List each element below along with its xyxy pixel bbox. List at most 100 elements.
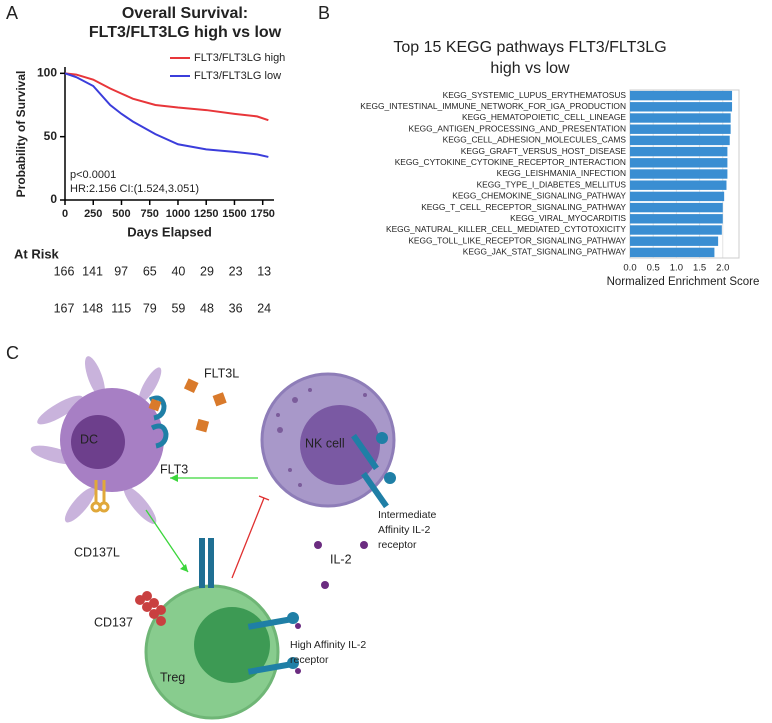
bar <box>630 236 719 246</box>
y-tick-label: KEGG_ANTIGEN_PROCESSING_AND_PRESENTATION <box>409 123 627 133</box>
at-risk-count: 148 <box>82 301 103 315</box>
label: IL-2 <box>330 552 352 566</box>
y-tick-label: KEGG_TYPE_I_DIABETES_MELLITUS <box>477 179 627 189</box>
label: CD137 <box>94 615 133 629</box>
at-risk-count: 59 <box>171 301 185 315</box>
x-tick-label: 1000 <box>166 208 190 220</box>
label: NK cell <box>305 436 345 450</box>
y-axis-label: Probability of Survival <box>14 71 28 198</box>
il2-receptor-intermediate <box>351 432 396 509</box>
bar <box>630 191 725 202</box>
diagram: FLT3L DC FLT3 CD137L NK cell IL-2 CD137 … <box>30 356 437 720</box>
bar <box>630 214 723 224</box>
survival-curve <box>64 72 269 122</box>
x-tick-label: 1250 <box>194 208 218 220</box>
y-tick-label: KEGG_T_CELL_RECEPTOR_SIGNALING_PATHWAY <box>421 202 626 212</box>
il2-bound <box>295 623 301 674</box>
x-axis-label: Normalized Enrichment Score <box>607 276 760 288</box>
at-risk-count: 48 <box>200 301 214 315</box>
y-tick-label: KEGG_SYSTEMIC_LUPUS_ERYTHEMATOSUS <box>443 90 627 100</box>
at-risk-count: 97 <box>114 264 128 278</box>
label: DC <box>80 432 98 446</box>
bar <box>630 113 731 123</box>
panel-letter: A <box>6 3 18 23</box>
chart-title: Top 15 KEGG pathways FLT3/FLT3LG <box>393 39 666 56</box>
x-axis-label: Days Elapsed <box>127 224 212 239</box>
at-risk-count: 13 <box>257 264 271 278</box>
tcr <box>199 538 214 588</box>
label: Affinity IL-2 <box>378 524 430 536</box>
at-risk-count: 166 <box>54 264 75 278</box>
cd137l-receptor <box>90 480 110 513</box>
y-tick-label: KEGG_LEISHMANIA_INFECTION <box>497 168 626 178</box>
nk-granules <box>276 388 367 487</box>
nk-nucleus <box>300 405 380 485</box>
at-risk-count: 65 <box>143 264 157 278</box>
dc-cell <box>30 356 162 524</box>
at-risk-count: 23 <box>229 264 243 278</box>
label: receptor <box>378 539 417 551</box>
x-tick-label: 0.5 <box>647 263 660 274</box>
x-tick-label: 1750 <box>250 208 274 220</box>
survival-curve <box>64 72 269 158</box>
il2-receptor-high <box>247 612 299 675</box>
at-risk-count: 36 <box>229 301 243 315</box>
bar <box>630 158 728 168</box>
bar <box>630 225 722 235</box>
flt3l-ligand <box>148 378 227 433</box>
x-tick-label: 0 <box>62 208 68 220</box>
annotation: p<0.0001 <box>70 169 116 181</box>
bar <box>630 146 728 157</box>
bar <box>630 202 723 213</box>
panel-letter: C <box>6 343 19 363</box>
at-risk-count: 24 <box>257 301 271 315</box>
at-risk-count: 79 <box>143 301 157 315</box>
label: FLT3 <box>160 462 188 476</box>
y-tick-label: KEGG_GRAFT_VERSUS_HOST_DISEASE <box>461 146 627 156</box>
y-tick-label: KEGG_JAK_STAT_SIGNALING_PATHWAY <box>463 247 627 257</box>
at-risk-count: 40 <box>171 264 185 278</box>
inhibition <box>231 497 265 579</box>
cd137-receptor <box>135 591 166 626</box>
x-tick-label: 1.5 <box>693 263 706 274</box>
bar <box>630 124 731 134</box>
label: CD137L <box>74 545 120 559</box>
y-tick-label: KEGG_INTESTINAL_IMMUNE_NETWORK_FOR_IGA_P… <box>360 101 626 111</box>
x-tick-label: 2.0 <box>716 263 729 274</box>
arrow <box>145 509 189 573</box>
x-tick-label: 1.0 <box>670 263 683 274</box>
y-tick-label: KEGG_VIRAL_MYOCARDITIS <box>510 213 626 223</box>
x-tick-label: 250 <box>84 208 102 220</box>
y-tick-label: 0 <box>50 192 57 206</box>
y-tick-label: 50 <box>44 129 58 143</box>
at-risk-title: At Risk <box>14 246 60 261</box>
bar <box>630 135 730 146</box>
chart-title: Overall Survival: <box>122 5 248 22</box>
y-tick-label: KEGG_NATURAL_KILLER_CELL_MEDIATED_CYTOTO… <box>386 224 626 234</box>
chart-title: FLT3/FLT3LG high vs low <box>89 24 282 41</box>
arrowhead <box>170 474 178 482</box>
x-tick-label: 500 <box>112 208 130 220</box>
flt3-receptor <box>148 395 169 449</box>
bar <box>630 169 728 179</box>
legend-label: FLT3/FLT3LG low <box>194 70 281 82</box>
at-risk-count: 141 <box>82 264 103 278</box>
x-tick-label: 0.0 <box>623 263 636 274</box>
at-risk-count: 167 <box>54 301 75 315</box>
label: High Affinity IL-2 <box>290 639 366 651</box>
inhibition-bar <box>258 495 270 501</box>
chart-title: high vs low <box>490 60 570 77</box>
x-tick-label: 1500 <box>222 208 246 220</box>
y-tick-label: KEGG_TOLL_LIKE_RECEPTOR_SIGNALING_PATHWA… <box>408 235 626 245</box>
x-tick-label: 750 <box>141 208 159 220</box>
bar <box>630 180 727 190</box>
label: Treg <box>160 670 185 684</box>
label: FLT3L <box>204 366 239 380</box>
y-tick-label: KEGG_CHEMOKINE_SIGNALING_PATHWAY <box>452 191 626 201</box>
panel-letter: B <box>318 3 330 23</box>
dc-nucleus <box>71 415 125 469</box>
label: Intermediate <box>378 509 437 521</box>
label: receptor <box>290 654 329 666</box>
legend-label: FLT3/FLT3LG high <box>194 52 285 64</box>
